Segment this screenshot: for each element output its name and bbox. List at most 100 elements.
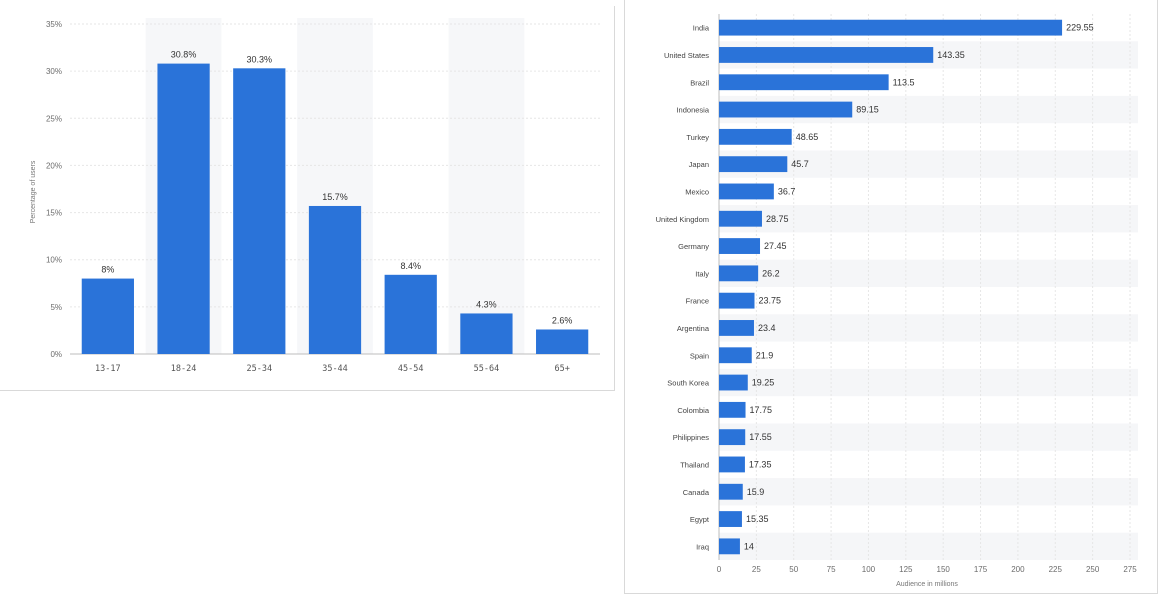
x-tick-label: 175	[974, 565, 988, 574]
x-tick-label: 50	[789, 565, 798, 574]
bar-indonesia	[719, 101, 853, 118]
data-label: 45.7	[791, 159, 809, 169]
data-label: 30.3%	[247, 54, 273, 64]
y-tick-label: Germany	[678, 242, 709, 251]
data-label: 21.9	[756, 350, 774, 360]
bar-united-kingdom	[719, 210, 762, 227]
y-tick-label: France	[686, 297, 709, 306]
y-tick-label: Philippines	[673, 433, 710, 442]
row-shade	[719, 314, 1138, 342]
x-tick-label: 55-64	[474, 364, 500, 374]
y-tick-label: South Korea	[667, 379, 710, 388]
x-tick-label: 125	[899, 565, 913, 574]
y-tick-label: Mexico	[685, 187, 709, 196]
bar-25-34	[233, 68, 286, 355]
data-label: 143.35	[937, 50, 965, 60]
y-tick-label: 25%	[46, 114, 62, 123]
x-tick-label: 75	[827, 565, 836, 574]
data-label: 113.5	[893, 77, 915, 87]
y-tick-label: Spain	[690, 351, 709, 360]
data-label: 19.25	[752, 378, 775, 388]
x-tick-label: 25	[752, 565, 761, 574]
x-tick-label: 100	[862, 565, 876, 574]
x-tick-label: 0	[717, 565, 722, 574]
bar-thailand	[719, 456, 745, 473]
row-shade	[719, 205, 1138, 233]
data-label: 15.9	[747, 487, 765, 497]
bar-india	[719, 19, 1063, 36]
data-label: 30.8%	[171, 50, 197, 60]
bar-colombia	[719, 401, 746, 418]
x-tick-label: 35-44	[322, 364, 348, 374]
column-shade	[448, 18, 525, 354]
bar-france	[719, 292, 755, 309]
y-tick-label: Egypt	[690, 515, 710, 524]
bar-united-states	[719, 47, 934, 63]
y-tick-label: 30%	[46, 67, 62, 76]
data-label: 14	[744, 541, 754, 551]
bar-mexico	[719, 183, 774, 200]
bar-45-54	[384, 274, 437, 354]
bar-brazil	[719, 74, 889, 91]
row-shade	[719, 532, 1138, 560]
y-tick-label: Italy	[695, 269, 709, 278]
row-shade	[719, 478, 1138, 506]
bar-18-24	[157, 63, 210, 354]
data-label: 17.75	[750, 405, 773, 415]
audience-by-country-chart-svg: Audience in millions 0 25 50 75 100 125 150 175…	[656, 14, 1138, 588]
bar-13-17	[81, 278, 134, 354]
y-tick-label: Turkey	[686, 133, 709, 142]
age-distribution-chart-svg: Percentage of users 0% 5% 10% 15% 20% 25% 30% 3…	[30, 18, 600, 374]
bar-iraq	[719, 538, 740, 555]
data-label: 17.35	[749, 459, 772, 469]
x-tick-label: 25-34	[246, 364, 272, 374]
x-tick-label: 45-54	[398, 364, 424, 374]
bar-55-64	[460, 313, 513, 354]
y-tick-label: Brazil	[690, 78, 709, 87]
y-tick-label: Argentina	[677, 324, 710, 333]
data-label: 2.6%	[552, 315, 573, 325]
y-tick-label: Indonesia	[676, 106, 709, 115]
data-label: 28.75	[766, 214, 789, 224]
bar-35-44	[308, 205, 362, 354]
bar-south-korea	[719, 374, 748, 391]
bar-canada	[719, 483, 743, 500]
data-label: 89.15	[856, 105, 879, 115]
data-label: 4.3%	[476, 299, 497, 309]
x-tick-label: 250	[1086, 565, 1100, 574]
y-tick-label: Thailand	[680, 460, 709, 469]
age-distribution-chart: Percentage of users 0% 5% 10% 15% 20% 25% 30% 3…	[0, 6, 615, 391]
x-tick-label: 225	[1049, 565, 1063, 574]
y-tick-label: 5%	[50, 303, 62, 312]
data-label: 36.7	[778, 186, 796, 196]
y-tick-label: United Kingdom	[656, 215, 709, 224]
bar-japan	[719, 156, 788, 173]
data-label: 15.7%	[322, 192, 348, 202]
y-tick-label: 20%	[46, 161, 62, 170]
x-tick-label: 275	[1123, 565, 1137, 574]
y-tick-label: Colombia	[677, 406, 710, 415]
y-tick-label: India	[693, 24, 710, 33]
data-label: 48.65	[796, 132, 819, 142]
bar-italy	[719, 265, 759, 282]
data-label: 17.55	[749, 432, 772, 442]
y-tick-label: United States	[664, 51, 709, 60]
data-label: 15.35	[746, 514, 769, 524]
bar-egypt	[719, 511, 742, 527]
audience-by-country-chart: Audience in millions 0 25 50 75 100 125 150 175…	[624, 0, 1158, 594]
bar-spain	[719, 347, 752, 364]
x-tick-label: 200	[1011, 565, 1025, 574]
y-tick-label: 10%	[46, 256, 62, 265]
bar-turkey	[719, 128, 792, 145]
x-tick-label: 13-17	[95, 364, 121, 374]
data-label: 23.4	[758, 323, 776, 333]
row-shade	[719, 259, 1138, 287]
data-label: 23.75	[758, 296, 781, 306]
row-shade	[719, 150, 1138, 178]
bar-65+	[536, 329, 589, 354]
x-tick-label: 150	[937, 565, 951, 574]
data-label: 27.45	[764, 241, 787, 251]
row-shade	[719, 368, 1138, 397]
y-tick-label: 15%	[46, 209, 62, 218]
y-axis-title: Percentage of users	[30, 160, 37, 223]
